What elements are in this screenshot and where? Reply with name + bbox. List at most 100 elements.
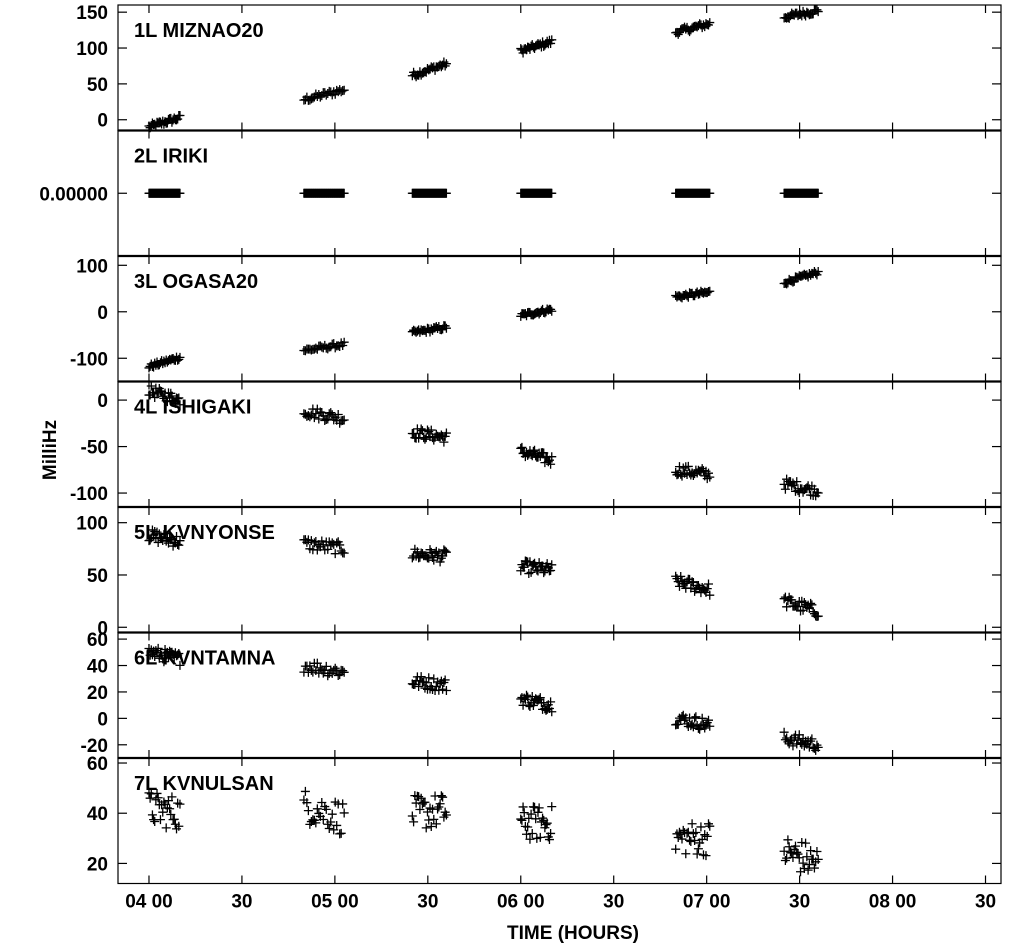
data-point: [303, 806, 313, 816]
data-point: [145, 793, 155, 803]
data-point: [705, 286, 715, 296]
y-tick-label: 100: [76, 39, 108, 60]
data-point: [441, 59, 451, 69]
data-point: [321, 661, 331, 671]
panel-label: 1L MIZNAO20: [134, 20, 264, 42]
data-point: [441, 188, 451, 198]
panel-4: -100 -50 0 4L ISHIGAKI: [70, 380, 1002, 508]
data-point: [804, 860, 814, 870]
data-point: [339, 667, 349, 677]
data-point: [160, 528, 170, 538]
data-point: [807, 600, 817, 610]
data-point: [441, 685, 451, 695]
data-point: [147, 810, 157, 820]
data-point: [324, 824, 334, 834]
data-point: [174, 821, 184, 831]
data-point: [702, 831, 712, 841]
data-point: [705, 821, 715, 831]
data-point: [686, 837, 696, 847]
data-point: [410, 679, 420, 689]
data-point: [528, 559, 538, 569]
data-point: [793, 849, 803, 859]
data-point: [429, 555, 439, 565]
data-point: [705, 590, 715, 600]
data-point: [547, 707, 557, 717]
data-point: [704, 468, 714, 478]
data-point: [547, 452, 557, 462]
data-point: [704, 579, 714, 589]
data-point: [175, 660, 185, 670]
panel-frame: [117, 129, 1002, 257]
data-point: [526, 567, 536, 577]
data-point: [799, 864, 809, 874]
data-point: [440, 675, 450, 685]
y-tick-label: 0.00000: [39, 184, 108, 205]
data-point: [813, 188, 823, 198]
data-point: [165, 533, 175, 543]
data-point: [407, 811, 417, 821]
data-point: [792, 847, 802, 857]
data-point: [317, 536, 327, 546]
y-tick-label: 50: [87, 75, 108, 96]
panel-1: 0 50 100 150 1L MIZNAO20: [76, 3, 1002, 133]
y-axis-title: MilliHz: [40, 420, 61, 480]
y-tick-label: -50: [81, 438, 108, 459]
x-tick-label: 04 00: [125, 892, 173, 913]
data-point: [544, 835, 554, 845]
data-point: [159, 797, 169, 807]
data-point: [309, 538, 319, 548]
data-point: [440, 546, 450, 556]
y-tick-label: 150: [76, 3, 108, 24]
data-point: [436, 791, 446, 801]
x-tick-label: 06 00: [497, 892, 545, 913]
data-point: [528, 446, 538, 456]
y-tick-label: -100: [70, 484, 108, 505]
data-point: [441, 323, 451, 333]
data-point: [798, 858, 808, 868]
data-point: [335, 540, 345, 550]
data-point: [339, 415, 349, 425]
data-point: [175, 536, 185, 546]
data-point: [436, 62, 446, 72]
x-tick-label: 30: [975, 892, 996, 913]
data-point: [173, 539, 183, 549]
data-point: [330, 549, 340, 559]
y-tick-label: 50: [87, 566, 108, 587]
data-point: [149, 362, 159, 372]
data-point: [321, 804, 331, 814]
data-point: [333, 670, 343, 680]
data-point: [806, 736, 816, 746]
data-point: [155, 815, 165, 825]
data-point: [813, 488, 823, 498]
panel-label: 4L ISHIGAKI: [134, 397, 251, 419]
data-point: [547, 802, 557, 812]
data-point: [806, 846, 816, 856]
data-point: [517, 815, 527, 825]
data-point: [809, 863, 819, 873]
data-point: [697, 834, 707, 844]
data-point: [794, 730, 804, 740]
data-point: [414, 682, 424, 692]
data-point: [438, 551, 448, 561]
data-point: [547, 188, 557, 198]
data-point: [162, 118, 172, 128]
data-point: [522, 690, 532, 700]
data-point: [175, 352, 185, 362]
data-point: [174, 649, 184, 659]
data-point: [516, 814, 526, 824]
data-point: [150, 817, 160, 827]
data-point: [311, 818, 321, 828]
data-point: [517, 442, 527, 452]
data-point: [339, 808, 349, 818]
data-point: [424, 673, 434, 683]
data-point: [541, 820, 551, 830]
y-tick-label: 60: [87, 754, 108, 775]
y-tick-label: 0: [97, 618, 108, 639]
data-point: [813, 854, 823, 864]
data-point: [174, 354, 184, 364]
data-point: [696, 822, 706, 832]
data-point: [412, 547, 422, 557]
data-point: [438, 684, 448, 694]
data-point: [790, 841, 800, 851]
